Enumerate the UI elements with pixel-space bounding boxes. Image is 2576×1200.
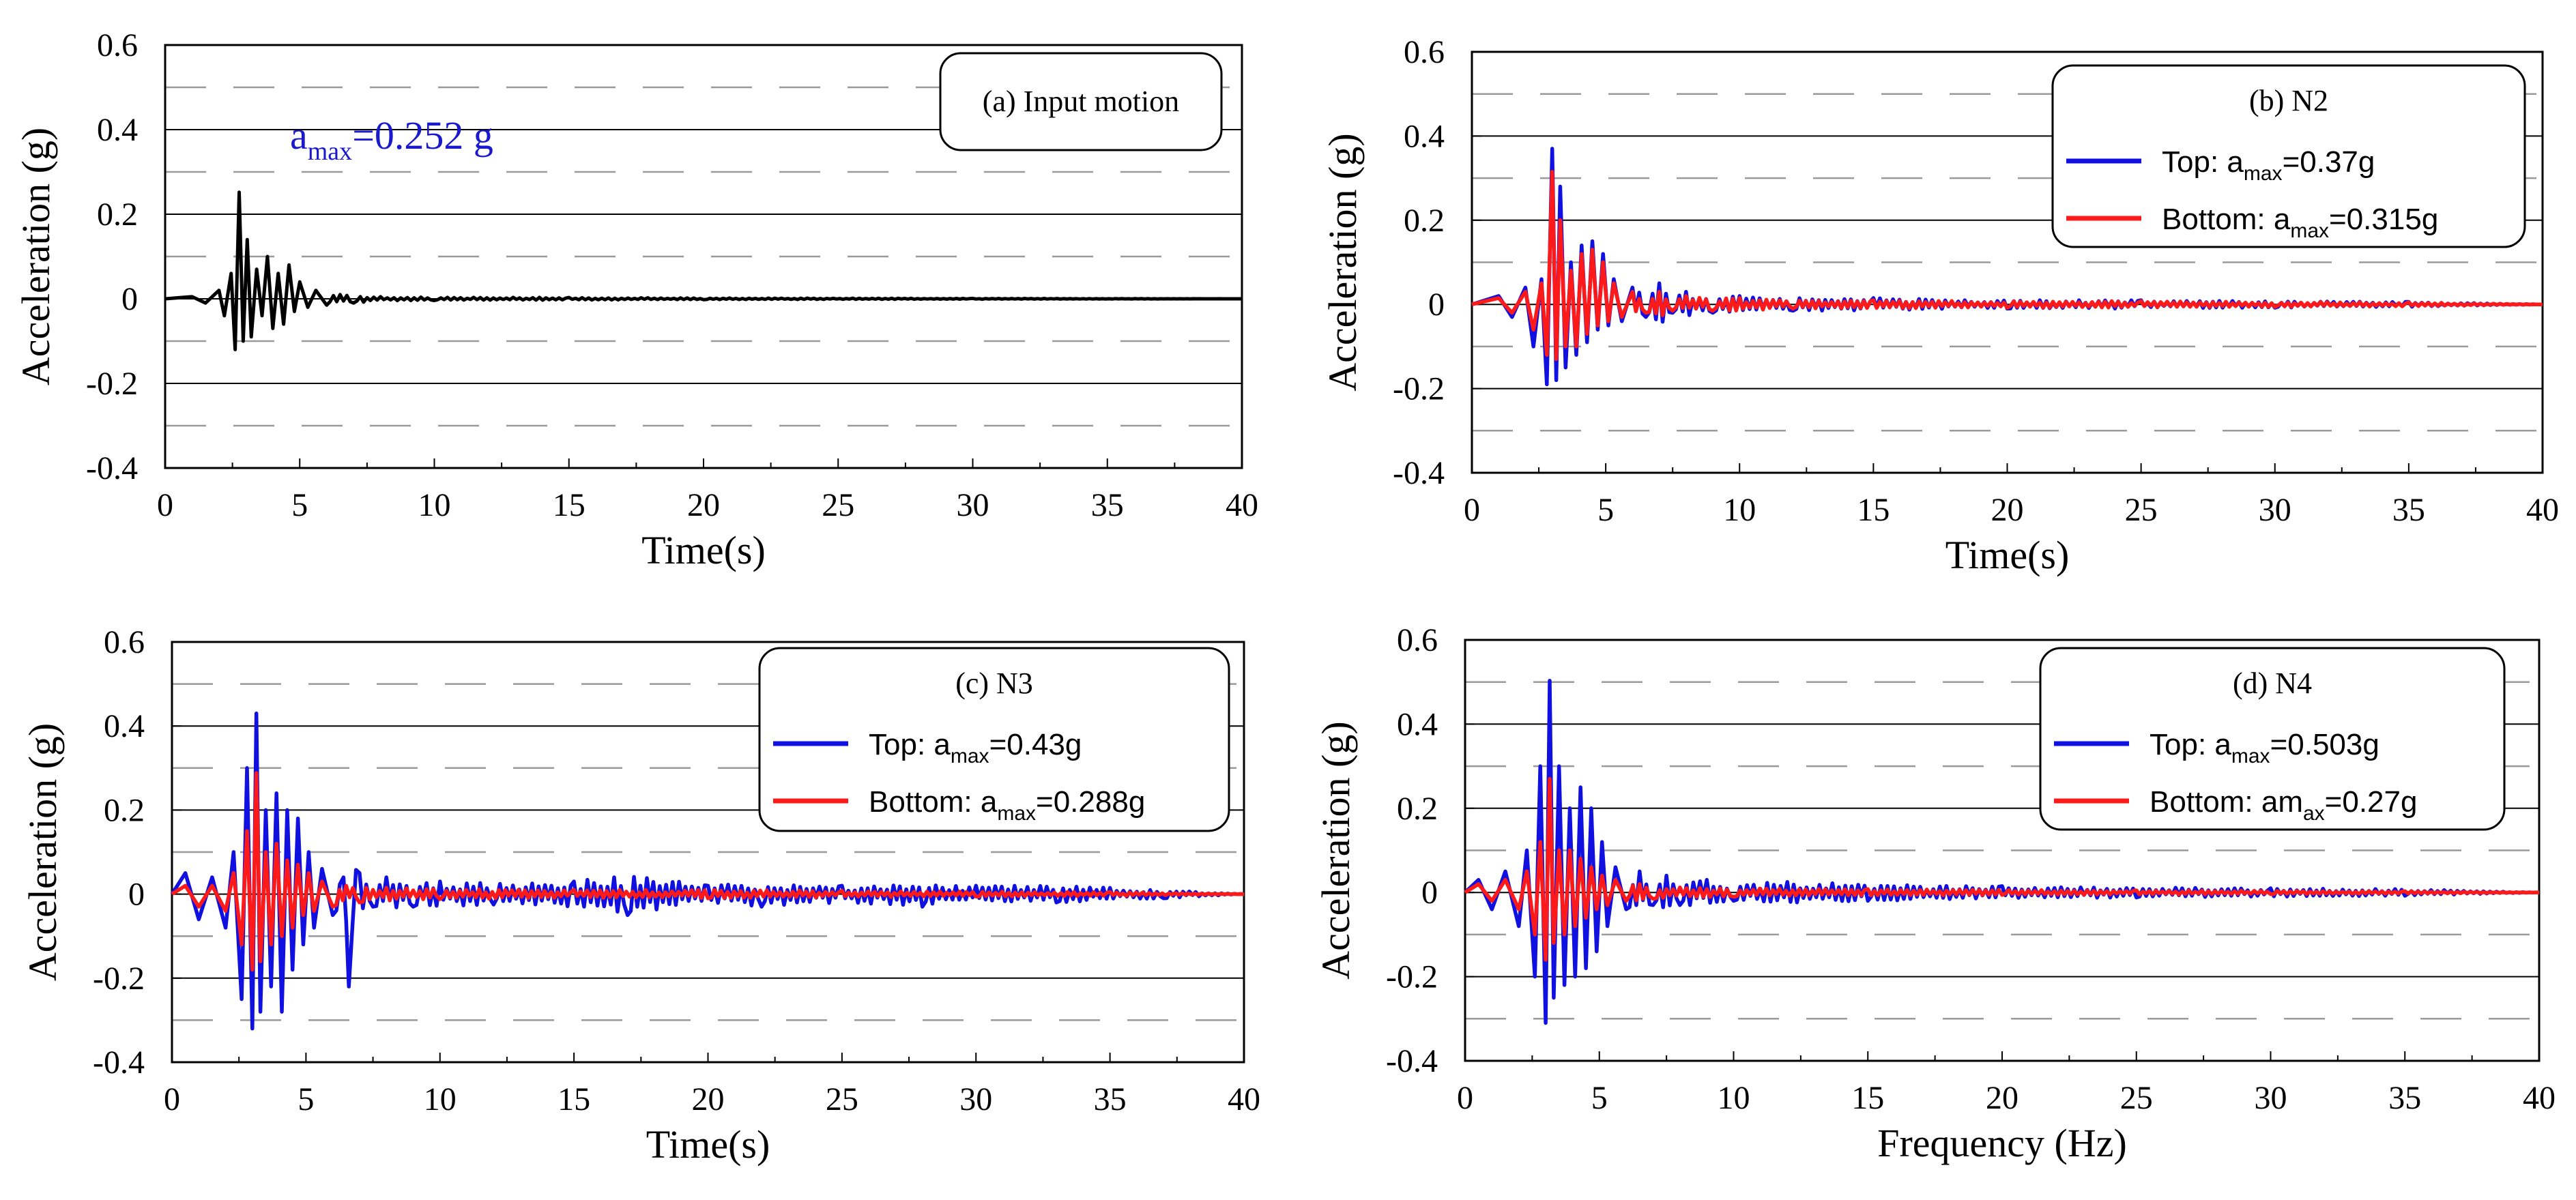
y-tick-label: 0 [1428,287,1445,323]
panel-d: 0 5 10 15 20 25 30 35 40 -0.4 -0.2 0 0.2 0.4 0.6 Freque… [1314,622,2556,1165]
x-axis-label: Frequency (Hz) [1877,1121,2127,1165]
y-tick-label: 0.2 [1404,203,1445,239]
y-tick-label: 0.4 [104,708,145,744]
y-tick-label: 0.4 [97,112,138,148]
x-tick-label: 40 [1228,1081,1260,1117]
y-tick-label: -0.2 [1393,371,1445,407]
series-line-bottom [1471,170,2543,362]
x-tick-label: 25 [2120,1080,2153,1116]
y-tick-label: -0.2 [93,961,145,997]
x-tick-label: 10 [1723,492,1756,528]
x-tick-label: 0 [1457,1080,1473,1116]
y-tick-label: -0.2 [1386,959,1438,995]
y-tick-label: -0.4 [1393,455,1445,491]
legend-title: (b) N2 [2249,84,2328,117]
y-tick-label: 0 [121,281,138,317]
y-tick-label: 0 [1421,875,1438,911]
x-tick-label: 40 [2523,1080,2556,1116]
legend-title: (d) N4 [2233,667,2312,700]
legend-entry-top: Top: amax=0.503g [2150,728,2379,767]
y-tick-label: 0.2 [97,196,138,233]
y-tick-label: 0.2 [104,792,145,828]
x-tick-label: 20 [1991,492,2024,528]
x-tick-label: 25 [822,487,854,523]
legend-box [2051,64,2526,248]
x-tick-label: 35 [2388,1080,2421,1116]
series-line-bottom [171,771,1244,972]
x-tick-label: 30 [957,487,989,523]
y-axis-label: Acceleration (g) [20,723,65,981]
x-tick-label: 15 [553,487,585,523]
x-tick-label: 40 [2526,492,2559,528]
y-axis-label: Acceleration (g) [1314,721,1358,979]
y-tick-label: -0.4 [86,450,138,486]
legend-title: (a) Input motion [983,85,1179,118]
x-tick-label: 20 [692,1081,725,1117]
x-tick-label: 35 [1094,1081,1127,1117]
x-tick-label: 25 [2125,492,2158,528]
legend-box [2039,647,2506,831]
x-tick-label: 5 [291,487,308,523]
legend-entry-bottom: Bottom: amax=0.315g [2162,203,2438,242]
x-tick-label: 20 [1986,1080,2018,1116]
x-tick-label: 30 [2259,492,2291,528]
x-tick-label: 15 [1857,492,1890,528]
x-tick-label: 10 [424,1081,457,1117]
x-tick-label: 0 [1464,492,1480,528]
x-tick-label: 0 [164,1081,180,1117]
y-tick-label: -0.4 [1386,1043,1438,1079]
panel-b: 0 5 10 15 20 25 30 35 40 -0.4 -0.2 0 0.2 0.4 0.6 Time(s… [1320,34,2559,577]
legend-entry-bottom: Bottom: amax=0.27g [2150,785,2417,825]
y-tick-label: 0.6 [104,624,145,660]
x-tick-label: 35 [2392,492,2425,528]
legend-box [939,52,1223,151]
x-tick-label: 30 [959,1081,992,1117]
x-tick-label: 15 [558,1081,590,1117]
peak-annotation: amax=0.252 g [290,113,493,166]
y-tick-label: -0.4 [93,1044,145,1081]
y-tick-label: 0 [128,877,145,913]
x-tick-label: 35 [1091,487,1124,523]
y-tick-label: 0.2 [1397,791,1438,827]
x-tick-label: 30 [2255,1080,2287,1116]
x-tick-label: 10 [418,487,451,523]
x-tick-label: 20 [687,487,720,523]
x-tick-label: 5 [1591,1080,1608,1116]
x-tick-label: 40 [1226,487,1258,523]
y-tick-label: 0.4 [1404,118,1445,154]
y-tick-label: 0.4 [1397,706,1438,742]
legend-entry-top: Top: amax=0.37g [2162,145,2375,185]
y-tick-label: 0.6 [97,27,138,63]
series-line-input-motion [164,190,1242,351]
y-tick-label: 0.6 [1397,622,1438,658]
x-tick-label: 25 [826,1081,858,1117]
y-tick-label: 0.6 [1404,34,1445,70]
legend-entry-top: Top: amax=0.43g [869,728,1082,767]
x-tick-label: 10 [1718,1080,1750,1116]
y-axis-label: Acceleration (g) [1320,133,1365,391]
legend-entry-bottom: Bottom: amax=0.288g [869,785,1145,825]
series-line-bottom [1464,776,2539,962]
panel-a: 0 5 10 15 20 25 30 35 40 -0.4 -0.2 0 0.2 0.4 0.6 Time(s… [14,27,1258,572]
legend-box [758,647,1230,832]
x-axis-label: Time(s) [641,528,766,572]
y-tick-label: -0.2 [86,366,138,402]
y-axis-label: Acceleration (g) [14,128,58,385]
x-tick-label: 5 [1597,492,1614,528]
x-tick-label: 15 [1851,1080,1884,1116]
legend-title: (c) N3 [955,667,1033,700]
panel-c: 0 5 10 15 20 25 30 35 40 -0.4 -0.2 0 0.2 0.4 0.6 Time(s… [20,624,1260,1167]
x-tick-label: 5 [298,1081,314,1117]
x-axis-label: Time(s) [1945,533,2070,577]
x-tick-label: 0 [157,487,173,523]
x-axis-label: Time(s) [646,1122,770,1167]
